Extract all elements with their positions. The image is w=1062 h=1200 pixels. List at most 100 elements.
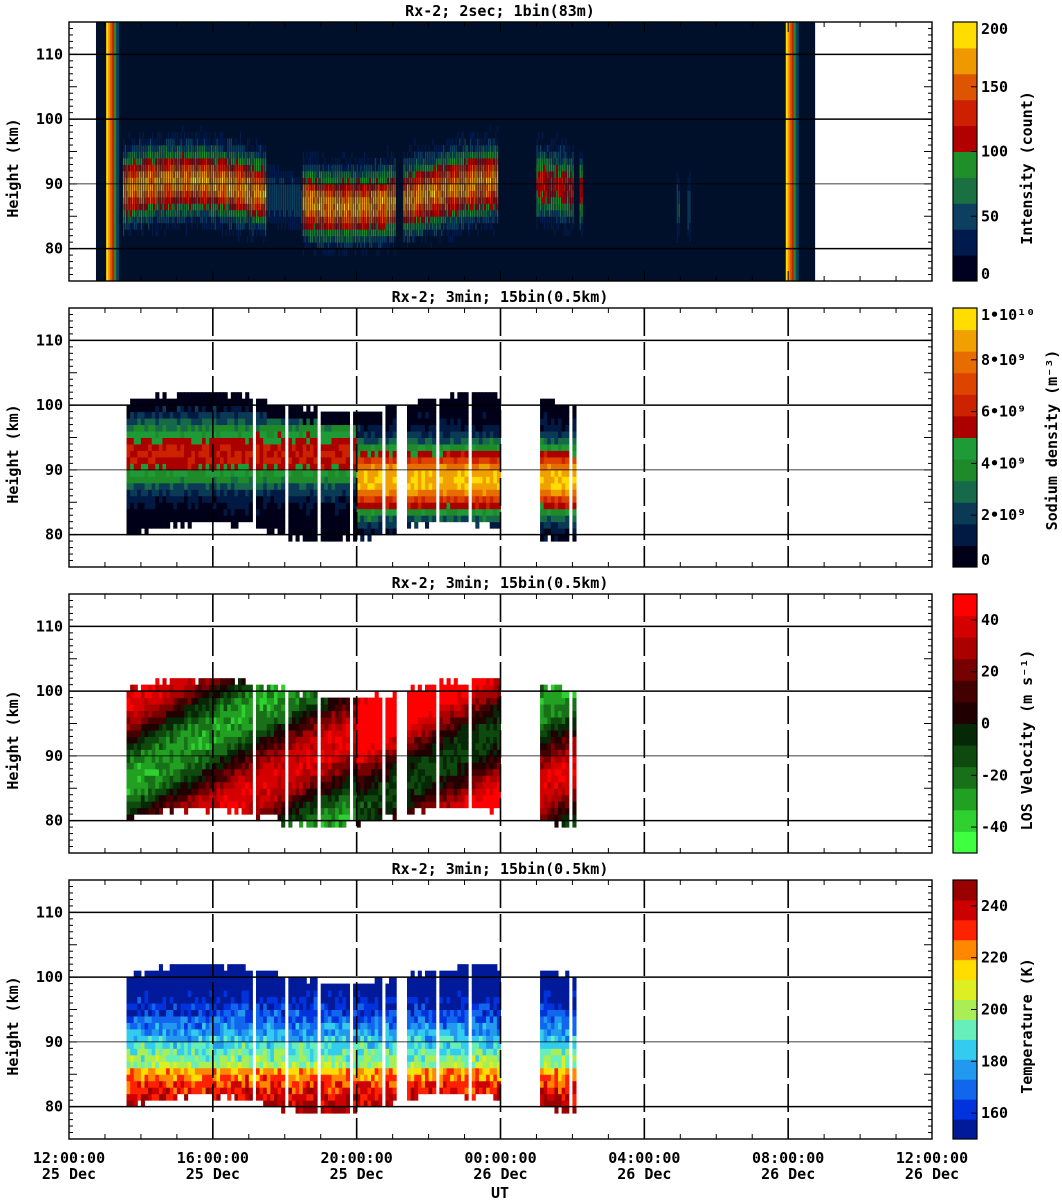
intensity-cell <box>266 183 269 191</box>
intensity-cell <box>126 145 128 152</box>
intensity-cell <box>180 216 182 224</box>
intensity-cell <box>381 235 384 243</box>
data-cell <box>306 443 311 451</box>
data-cell <box>338 489 343 497</box>
intensity-cell <box>160 157 162 165</box>
intensity-cell <box>261 209 263 217</box>
intensity-cell <box>311 177 313 185</box>
intensity-cell <box>439 235 441 243</box>
data-cell <box>421 469 426 477</box>
intensity-cell <box>238 145 240 152</box>
data-cell <box>180 476 185 484</box>
intensity-cell <box>450 164 452 172</box>
intensity-cell <box>477 203 479 211</box>
data-cell <box>371 482 376 490</box>
intensity-cell <box>166 196 168 204</box>
intensity-cell <box>543 177 545 185</box>
intensity-cell <box>246 177 249 185</box>
data-cell <box>453 515 458 523</box>
intensity-cell <box>549 209 551 217</box>
data-cell <box>442 482 448 490</box>
intensity-cell <box>570 164 572 172</box>
data-cell <box>144 489 149 497</box>
intensity-cell <box>317 242 319 250</box>
data-cell <box>187 495 192 503</box>
intensity-cell <box>182 177 184 185</box>
intensity-cell <box>155 138 157 146</box>
intensity-cell <box>419 151 421 159</box>
data-cell <box>374 450 379 458</box>
data-cell <box>439 443 444 451</box>
intensity-cell <box>435 196 438 204</box>
data-cell <box>155 418 160 426</box>
intensity-cell <box>164 209 166 217</box>
intensity-cell <box>239 164 242 172</box>
intensity-cell <box>432 138 434 146</box>
twilight-band <box>795 22 799 281</box>
data-cell <box>241 443 246 451</box>
data-cell <box>306 489 311 497</box>
intensity-cell <box>455 138 457 146</box>
intensity-cell <box>540 203 542 211</box>
data-cell <box>345 489 350 497</box>
data-cell <box>363 424 368 432</box>
intensity-cell <box>550 170 553 178</box>
intensity-cell <box>466 145 468 152</box>
data-cell <box>241 450 246 458</box>
intensity-cell <box>184 157 186 165</box>
intensity-cell <box>338 177 340 185</box>
data-cell <box>363 502 368 510</box>
intensity-cell <box>558 216 560 224</box>
intensity-cell <box>250 229 252 237</box>
intensity-cell <box>439 164 441 172</box>
intensity-cell <box>480 138 482 146</box>
intensity-cell <box>239 151 242 159</box>
intensity-cell <box>493 151 495 159</box>
intensity-cell <box>264 216 267 224</box>
intensity-cell <box>198 132 200 140</box>
data-cell <box>389 495 394 503</box>
intensity-cell <box>176 183 179 191</box>
intensity-cell <box>541 203 544 211</box>
intensity-cell <box>419 209 421 217</box>
data-cell <box>421 411 426 419</box>
intensity-cell <box>327 222 330 230</box>
data-cell <box>309 437 315 445</box>
intensity-cell <box>442 164 445 172</box>
intensity-cell <box>255 190 258 198</box>
data-cell <box>335 508 340 516</box>
data-cell <box>302 469 307 477</box>
intensity-cell <box>317 170 319 178</box>
data-cell <box>428 411 433 419</box>
intensity-cell <box>189 157 191 165</box>
data-cell <box>417 469 422 477</box>
intensity-cell <box>317 196 319 204</box>
intensity-cell <box>374 177 376 185</box>
intensity-cell <box>243 170 245 178</box>
data-cell <box>133 476 138 484</box>
intensity-cell <box>146 145 148 152</box>
intensity-cell <box>250 196 252 204</box>
intensity-cell <box>317 216 319 224</box>
intensity-cell <box>160 151 162 159</box>
data-cell <box>133 418 138 426</box>
data-cell <box>410 495 415 503</box>
intensity-cell <box>184 183 186 191</box>
data-cell <box>230 502 235 510</box>
intensity-cell <box>417 229 420 237</box>
data-cell <box>281 411 286 419</box>
data-cell <box>291 437 297 445</box>
data-cell <box>392 502 397 510</box>
intensity-cell <box>338 190 340 198</box>
intensity-cell <box>354 177 357 185</box>
intensity-cell <box>464 209 466 217</box>
intensity-cell <box>676 209 678 217</box>
data-cell <box>270 418 275 426</box>
data-cell <box>320 418 325 426</box>
data-cell <box>212 502 217 510</box>
intensity-cell <box>687 190 689 198</box>
intensity-cell <box>342 170 344 178</box>
intensity-cell <box>326 242 328 250</box>
intensity-cell <box>158 190 161 198</box>
intensity-cell <box>387 177 389 185</box>
